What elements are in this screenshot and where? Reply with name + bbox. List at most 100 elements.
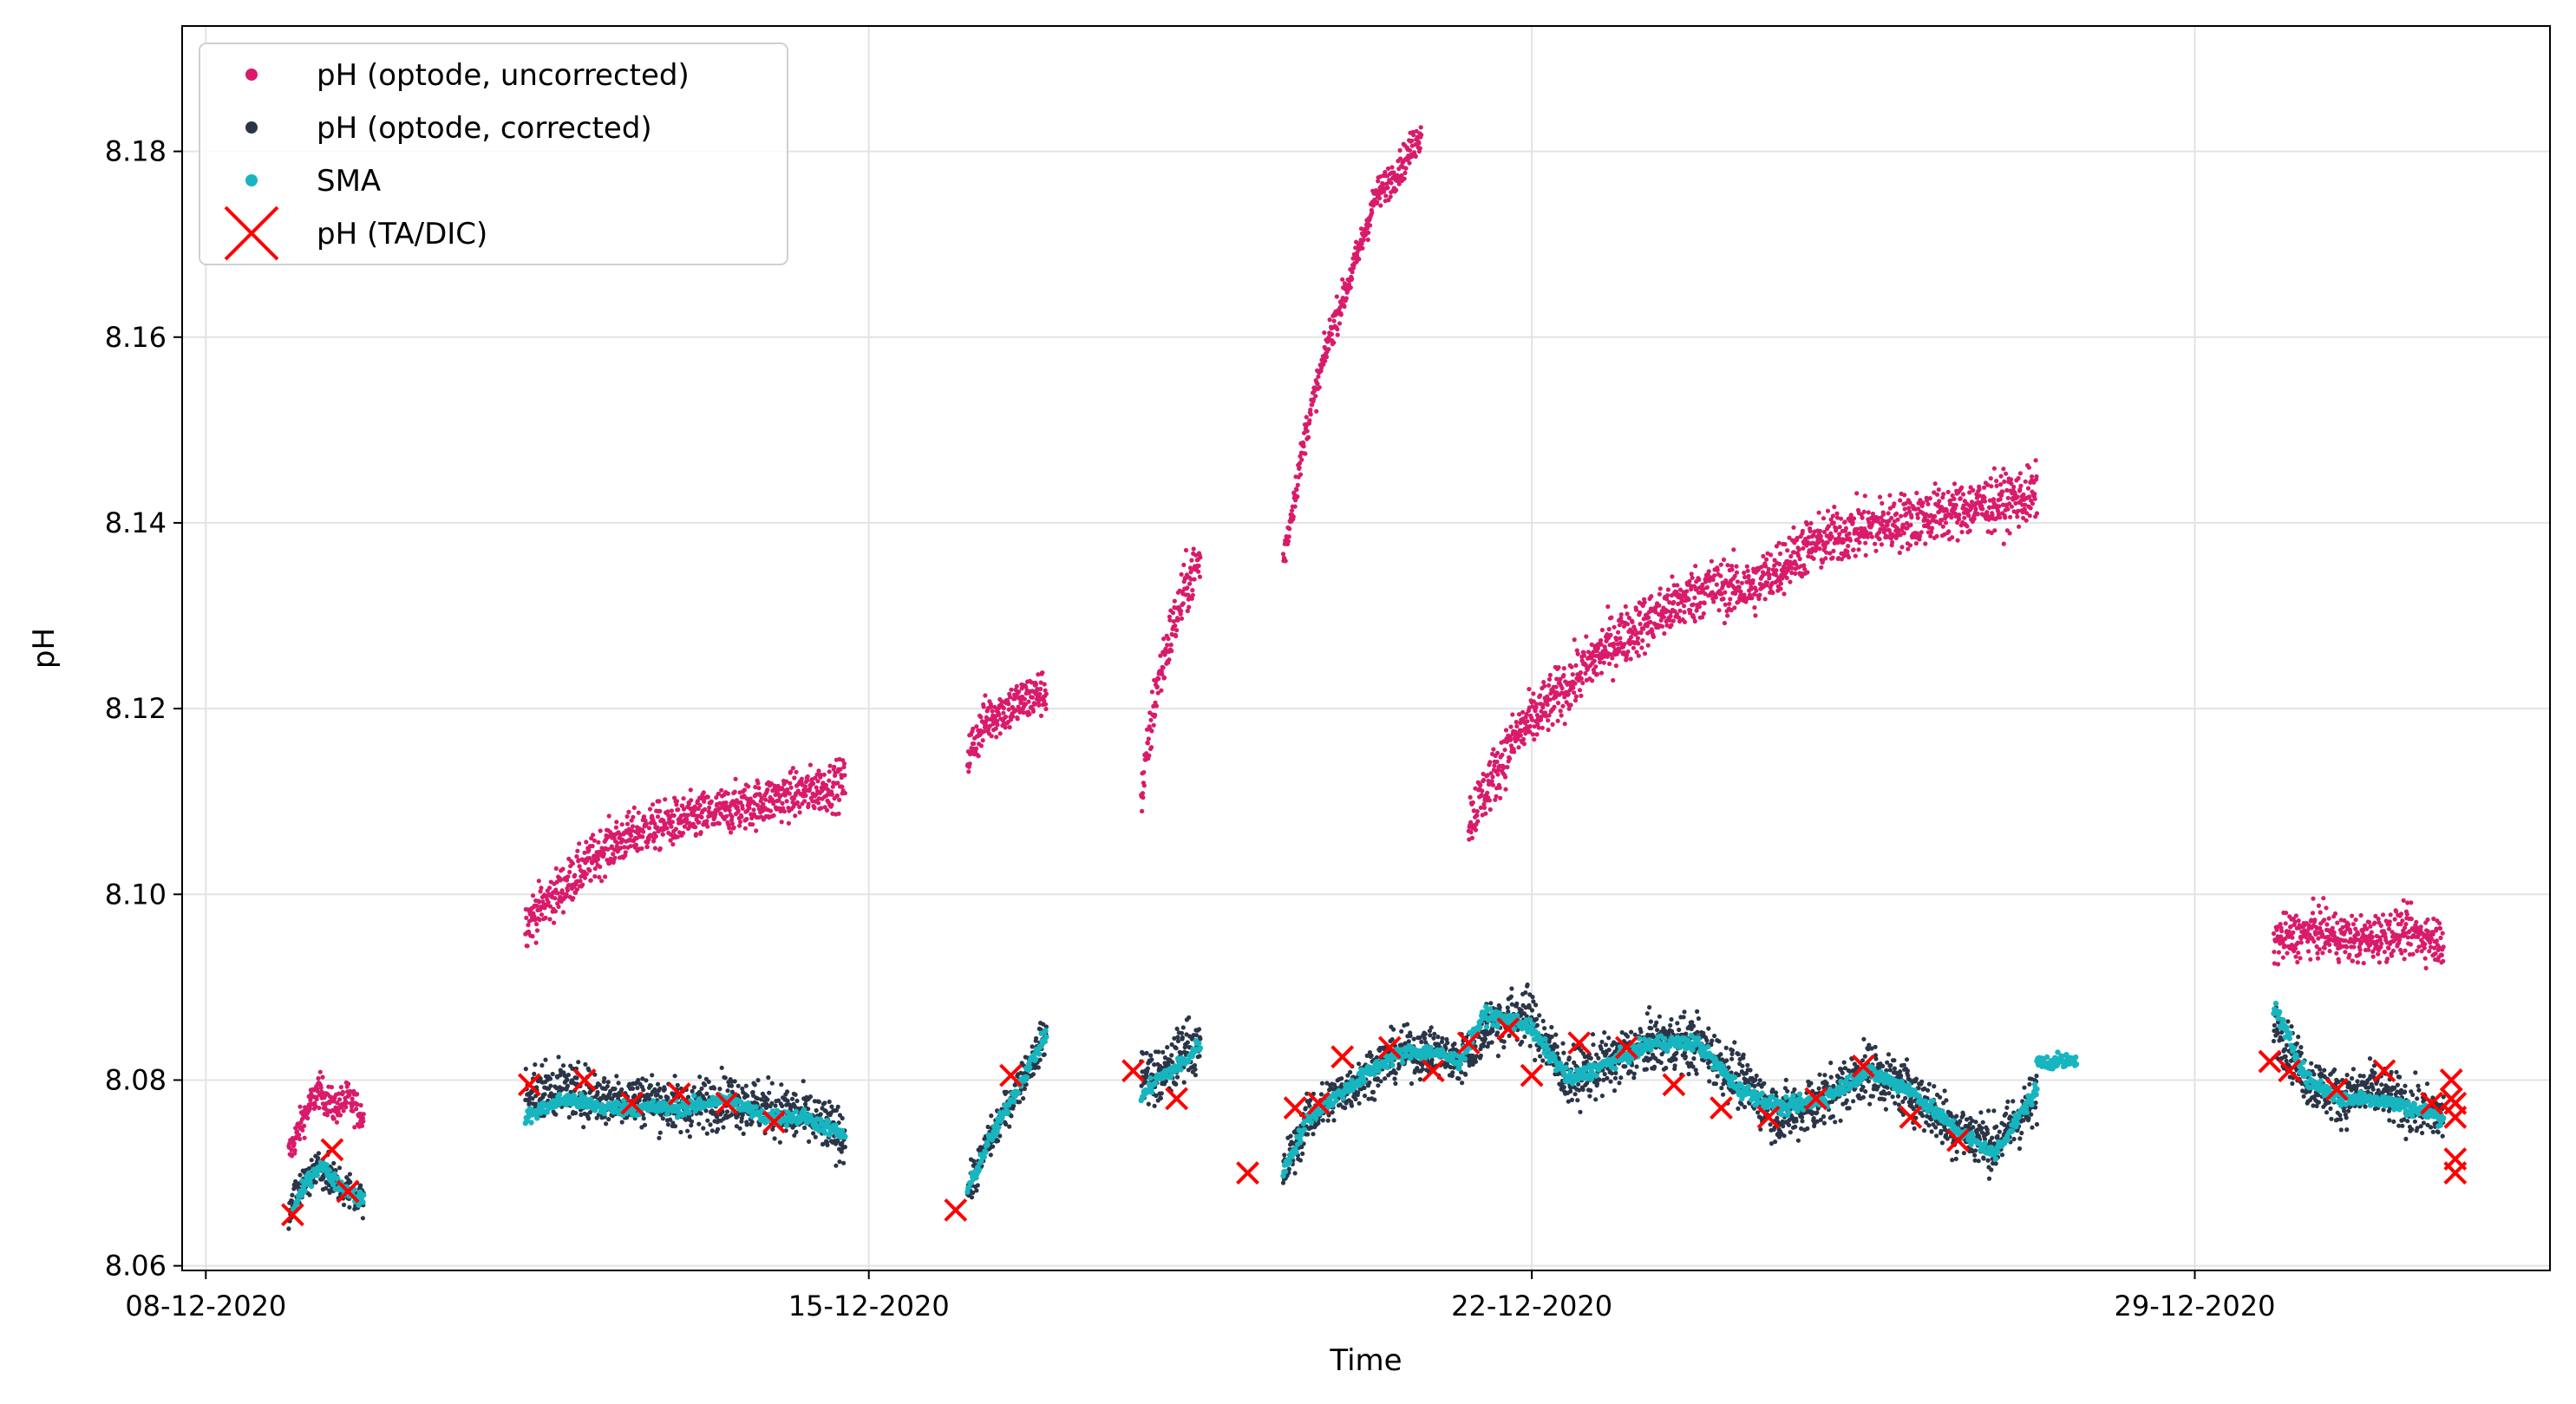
data-point xyxy=(780,786,785,791)
data-point xyxy=(1642,651,1648,656)
data-point xyxy=(745,1094,750,1099)
data-point xyxy=(750,822,755,827)
data-point xyxy=(699,1086,704,1091)
data-point xyxy=(1613,663,1618,669)
data-point xyxy=(692,804,697,809)
data-point xyxy=(580,882,585,887)
data-point xyxy=(1381,181,1386,186)
data-point xyxy=(1994,479,1999,484)
data-point xyxy=(1568,702,1573,708)
data-point xyxy=(1514,720,1519,725)
data-point xyxy=(1866,510,1871,515)
data-point xyxy=(687,1134,693,1140)
data-point xyxy=(834,1163,839,1168)
data-point xyxy=(1494,750,1500,756)
data-point xyxy=(614,1074,619,1079)
data-point xyxy=(1385,185,1390,191)
data-point xyxy=(305,1115,311,1121)
data-point xyxy=(1572,681,1578,686)
data-point xyxy=(753,785,758,790)
data-point xyxy=(2389,953,2395,958)
data-point xyxy=(1546,728,1551,733)
data-point xyxy=(1527,687,1532,692)
data-point xyxy=(1752,605,1757,611)
data-point xyxy=(566,874,571,879)
data-point xyxy=(744,816,749,822)
data-point xyxy=(2327,949,2332,954)
data-point xyxy=(539,1062,545,1068)
data-point xyxy=(688,787,693,793)
data-point xyxy=(1956,517,1962,522)
data-point xyxy=(1690,575,1695,580)
data-point xyxy=(805,774,810,780)
data-point xyxy=(1490,774,1495,780)
data-point xyxy=(1801,563,1807,568)
data-point xyxy=(984,717,990,722)
data-point xyxy=(2285,950,2290,956)
data-point xyxy=(1649,594,1654,599)
data-point xyxy=(729,830,734,835)
data-point xyxy=(1777,561,1782,567)
data-point xyxy=(612,1087,618,1092)
data-point xyxy=(729,818,735,823)
data-point xyxy=(1397,147,1402,153)
data-point xyxy=(2430,931,2435,937)
data-point xyxy=(1558,709,1563,714)
data-point xyxy=(2348,930,2353,935)
data-point xyxy=(1594,671,1600,677)
data-point xyxy=(706,1079,711,1085)
data-point xyxy=(337,1166,343,1171)
data-point xyxy=(1503,728,1509,733)
data-point xyxy=(743,1083,749,1088)
data-point xyxy=(574,1075,579,1081)
data-point xyxy=(696,820,702,825)
data-point xyxy=(1982,485,1987,490)
data-point xyxy=(1953,502,1958,508)
data-point xyxy=(1415,134,1420,140)
data-point xyxy=(744,796,749,801)
data-point xyxy=(631,805,637,811)
data-point xyxy=(337,1091,342,1096)
data-point xyxy=(1375,199,1380,205)
data-point xyxy=(1625,611,1630,617)
data-point xyxy=(684,817,690,822)
data-point xyxy=(1638,622,1643,627)
data-point xyxy=(309,1158,314,1163)
data-point xyxy=(1187,1015,1192,1020)
data-point xyxy=(2390,948,2396,953)
data-point xyxy=(841,761,847,767)
data-point xyxy=(1144,1050,1149,1055)
data-point xyxy=(699,814,704,820)
data-point xyxy=(829,792,835,797)
data-point xyxy=(2357,947,2363,952)
data-point xyxy=(1301,443,1306,449)
data-point xyxy=(533,1062,538,1068)
data-point xyxy=(709,1128,715,1133)
data-point xyxy=(566,1114,572,1120)
data-point xyxy=(1670,618,1676,624)
data-point xyxy=(1689,571,1694,577)
data-point xyxy=(577,864,582,869)
data-point xyxy=(1735,579,1740,584)
data-point xyxy=(2423,965,2429,970)
data-point xyxy=(997,712,1002,717)
data-point xyxy=(1725,613,1730,618)
data-point xyxy=(787,791,792,796)
data-point xyxy=(727,807,732,813)
data-point xyxy=(1534,732,1540,737)
data-point xyxy=(2388,912,2393,917)
data-point xyxy=(1169,1053,1174,1058)
data-point xyxy=(1403,166,1409,171)
data-point xyxy=(1561,666,1566,671)
data-point xyxy=(1140,791,1146,796)
data-point xyxy=(2402,957,2407,962)
data-point xyxy=(692,807,697,813)
data-point xyxy=(807,1094,814,1100)
data-point xyxy=(795,788,801,793)
data-point xyxy=(642,814,647,820)
data-point xyxy=(2334,950,2339,956)
data-point xyxy=(1955,538,1960,543)
data-point xyxy=(1894,511,1899,516)
data-point xyxy=(727,826,732,831)
data-point xyxy=(1183,547,1189,553)
